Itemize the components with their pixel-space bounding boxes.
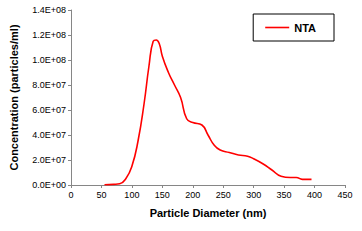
svg-text:200: 200: [185, 190, 200, 200]
svg-text:100: 100: [124, 190, 139, 200]
svg-text:0: 0: [68, 190, 73, 200]
svg-text:350: 350: [277, 190, 292, 200]
svg-text:1.0E+08: 1.0E+08: [32, 55, 66, 65]
svg-text:50: 50: [96, 190, 106, 200]
svg-text:1.4E+08: 1.4E+08: [32, 5, 66, 15]
svg-text:6.0E+07: 6.0E+07: [32, 105, 66, 115]
svg-text:2.0E+07: 2.0E+07: [32, 155, 66, 165]
svg-text:Particle Diameter (nm): Particle Diameter (nm): [150, 207, 267, 219]
svg-text:450: 450: [337, 190, 352, 200]
svg-text:8.0E+07: 8.0E+07: [32, 80, 66, 90]
svg-text:400: 400: [307, 190, 322, 200]
svg-text:Concentration (particles/ml): Concentration (particles/ml): [8, 24, 20, 170]
svg-text:NTA: NTA: [294, 22, 316, 34]
svg-text:250: 250: [216, 190, 231, 200]
svg-text:1.2E+08: 1.2E+08: [32, 30, 66, 40]
svg-text:0.0E+00: 0.0E+00: [32, 180, 66, 190]
svg-text:4.0E+07: 4.0E+07: [32, 130, 66, 140]
svg-text:150: 150: [155, 190, 170, 200]
svg-text:300: 300: [246, 190, 261, 200]
